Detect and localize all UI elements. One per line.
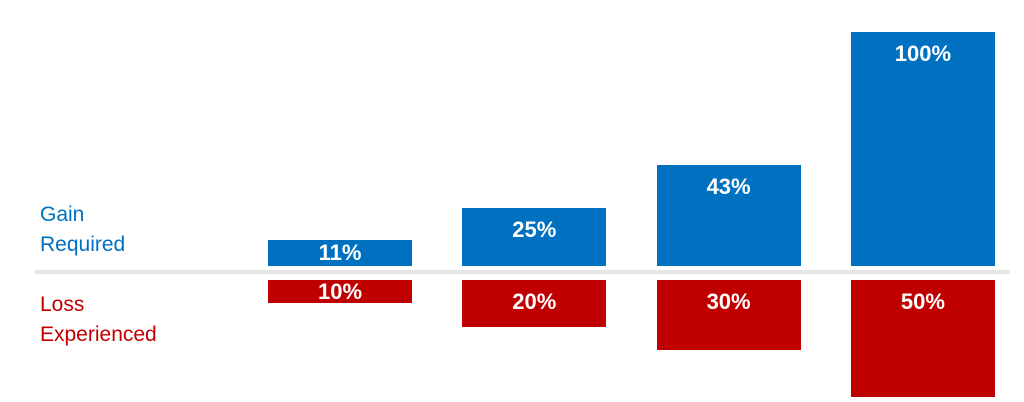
bar: 25% — [462, 207, 607, 266]
value-label: 20% — [512, 289, 557, 314]
bar: 43% — [656, 165, 801, 266]
baseline — [35, 270, 1010, 274]
value-label: 43% — [706, 174, 751, 200]
bar: 30% — [656, 280, 801, 351]
value-label: 50% — [900, 289, 945, 314]
value-label: 100% — [894, 41, 952, 66]
legend-entry: Gain Required — [40, 203, 126, 256]
bar: 20% — [462, 280, 607, 327]
bar: 50% — [850, 280, 995, 397]
legend-entry: Loss Experienced — [40, 293, 157, 346]
value-label: 25% — [512, 216, 557, 242]
bar: 10% — [268, 279, 412, 304]
bar: 100% — [850, 32, 995, 266]
value-label: 11% — [318, 240, 362, 266]
value-label: 30% — [706, 289, 751, 314]
bar: 11% — [268, 240, 412, 266]
value-label: 10% — [317, 279, 363, 304]
